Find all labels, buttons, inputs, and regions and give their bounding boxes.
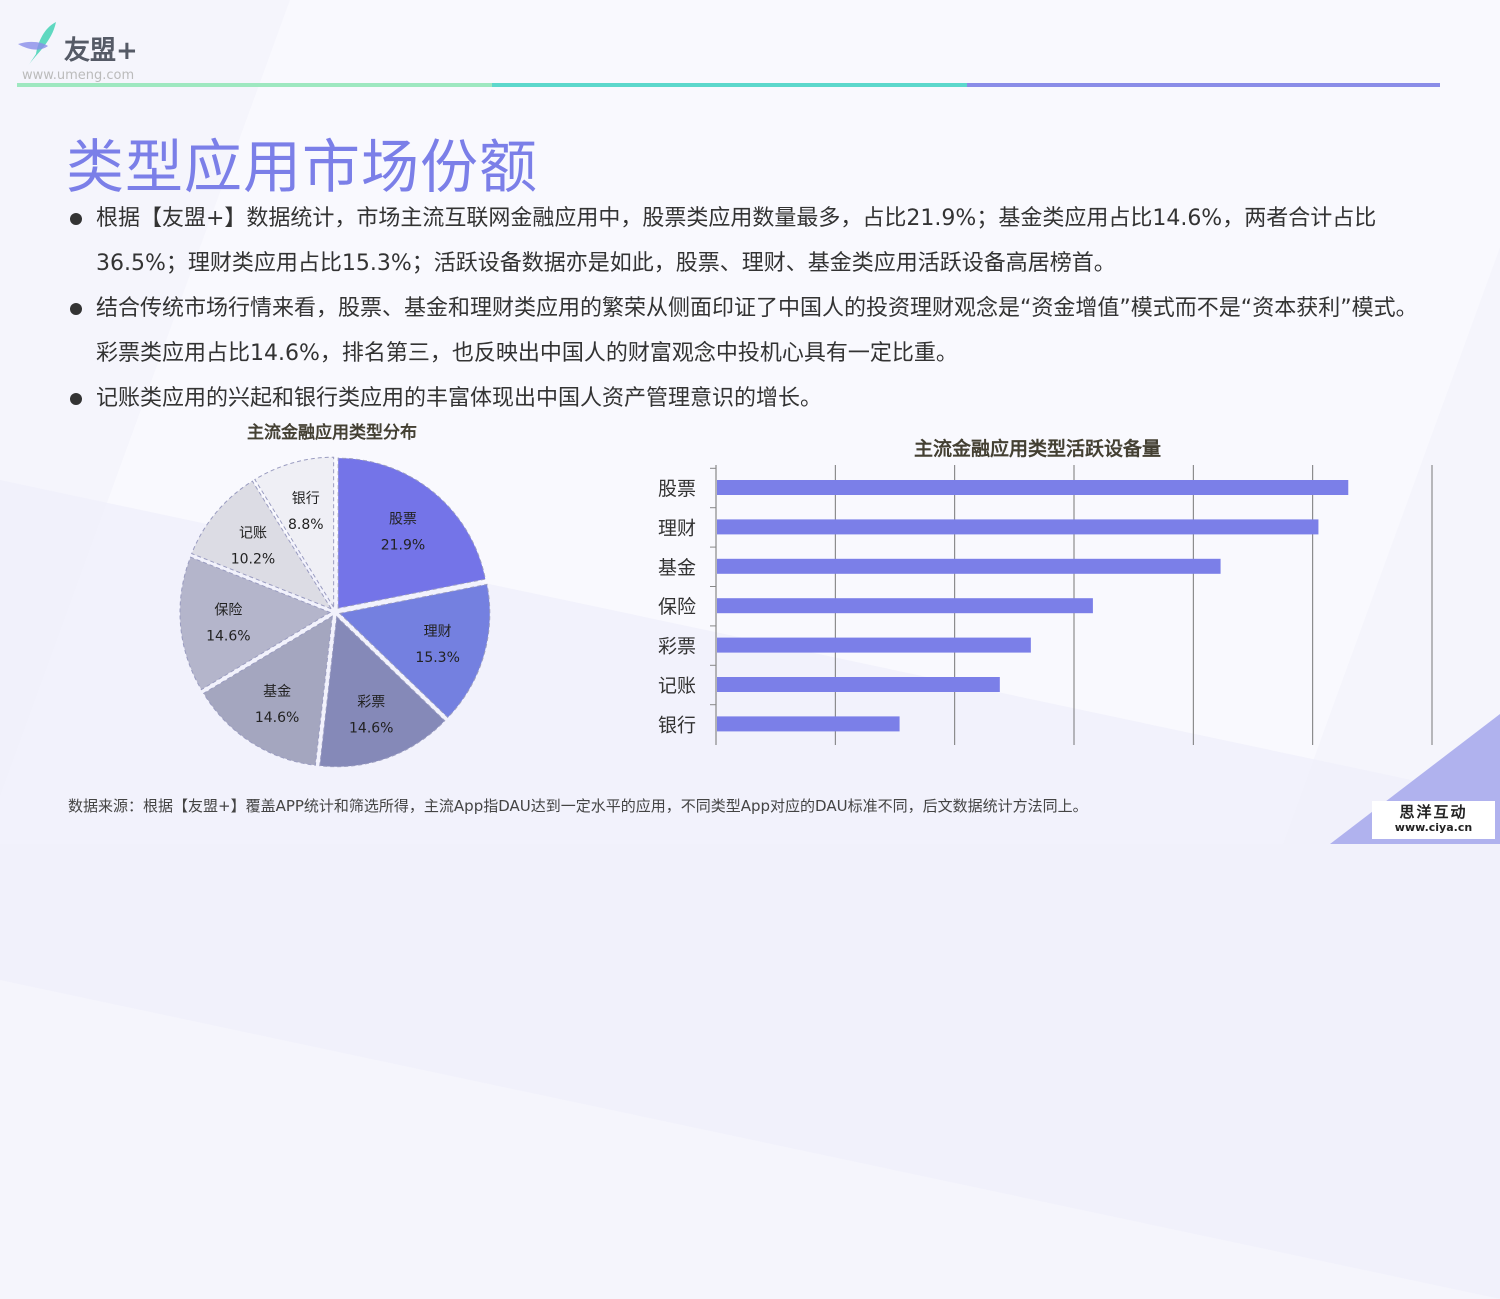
bar-chart-title: 主流金融应用类型活跃设备量 [914,438,1162,460]
bullet-list: 根据【友盟+】数据统计，市场主流互联网金融应用中，股票类应用数量最多，占比21.… [70,196,1430,421]
bullet-item: 结合传统市场行情来看，股票、基金和理财类应用的繁荣从侧面印证了中国人的投资理财观… [70,286,1430,376]
pie-category-label: 股票 [389,511,417,527]
pie-slice-基金: 基金 14.6% [202,615,333,766]
pie-slice [179,556,332,691]
pie-category-label: 理财 [424,624,452,640]
logo-name: 友盟+ [64,36,138,66]
pie-slice-银行: 银行 8.8% [254,456,335,609]
pie-value-label: 10.2% [231,551,275,567]
pie-category-label: 保险 [214,603,242,619]
bar-保险 [717,598,1093,614]
watermark-badge: 思洋互动 www.ciya.cn [1372,801,1495,839]
bar-category-label: 基金 [658,557,696,579]
pie-slice-彩票: 彩票 14.6% [319,615,446,768]
pie-slice [338,583,491,719]
pie-slice-股票: 股票 21.9% [337,457,486,609]
logo-url: www.umeng.com [22,68,135,83]
pie-slice [319,615,446,768]
pie-slice-记账: 记账 10.2% [191,480,333,610]
pie-value-label: 14.6% [255,710,299,726]
pie-slice [202,615,333,766]
pie-value-label: 15.3% [415,650,459,666]
header-line-teal [492,83,967,87]
bar-股票 [717,480,1349,495]
bar-记账 [717,677,1000,692]
bullet-item: 根据【友盟+】数据统计，市场主流互联网金融应用中，股票类应用数量最多，占比21.… [70,196,1430,286]
bar-category-label: 记账 [658,675,696,697]
pie-value-label: 14.6% [349,721,393,737]
bar-category-label: 保险 [658,596,696,618]
bar-银行 [717,716,900,732]
pie-category-label: 记账 [239,525,267,541]
pie-slice [337,457,486,609]
pie-chart: 股票 21.9% 理财 15.3% 彩票 14.6% 基金 14.6% 保险 14.6% 记账 10.… [179,456,491,768]
pie-slice-保险: 保险 14.6% [179,556,332,691]
pie-value-label: 8.8% [288,517,324,533]
pie-slice [191,480,333,610]
bar-category-label: 股票 [658,478,696,500]
bar-category-label: 银行 [658,714,696,736]
bar-彩票 [717,637,1031,653]
bird-logo-icon [18,22,56,66]
bar-基金 [717,558,1221,574]
umeng-logo: 友盟+ www.umeng.com [16,18,138,83]
header-line-purple [967,83,1440,87]
bar-category-label: 彩票 [658,636,696,658]
pie-slice [254,456,335,609]
page-title: 类型应用市场份额 [66,133,539,201]
pie-category-label: 彩票 [357,695,385,711]
pie-value-label: 14.6% [206,629,250,645]
pie-category-label: 银行 [292,491,320,507]
pie-chart-title: 主流金融应用类型分布 [247,423,417,443]
bar-理财 [717,519,1319,535]
data-source-note: 数据来源：根据【友盟+】覆盖APP统计和筛选所得，主流App指DAU达到一定水平… [68,797,1088,815]
bullet-item: 记账类应用的兴起和银行类应用的丰富体现出中国人资产管理意识的增长。 [70,376,1430,421]
pie-category-label: 基金 [263,683,291,700]
badge-name: 思洋互动 [1399,803,1468,821]
pie-value-label: 21.9% [381,537,425,553]
badge-url: www.ciya.cn [1394,821,1473,834]
bar-category-label: 理财 [658,517,696,539]
pie-slice-理财: 理财 15.3% [338,583,491,719]
header-line-green [17,83,492,87]
